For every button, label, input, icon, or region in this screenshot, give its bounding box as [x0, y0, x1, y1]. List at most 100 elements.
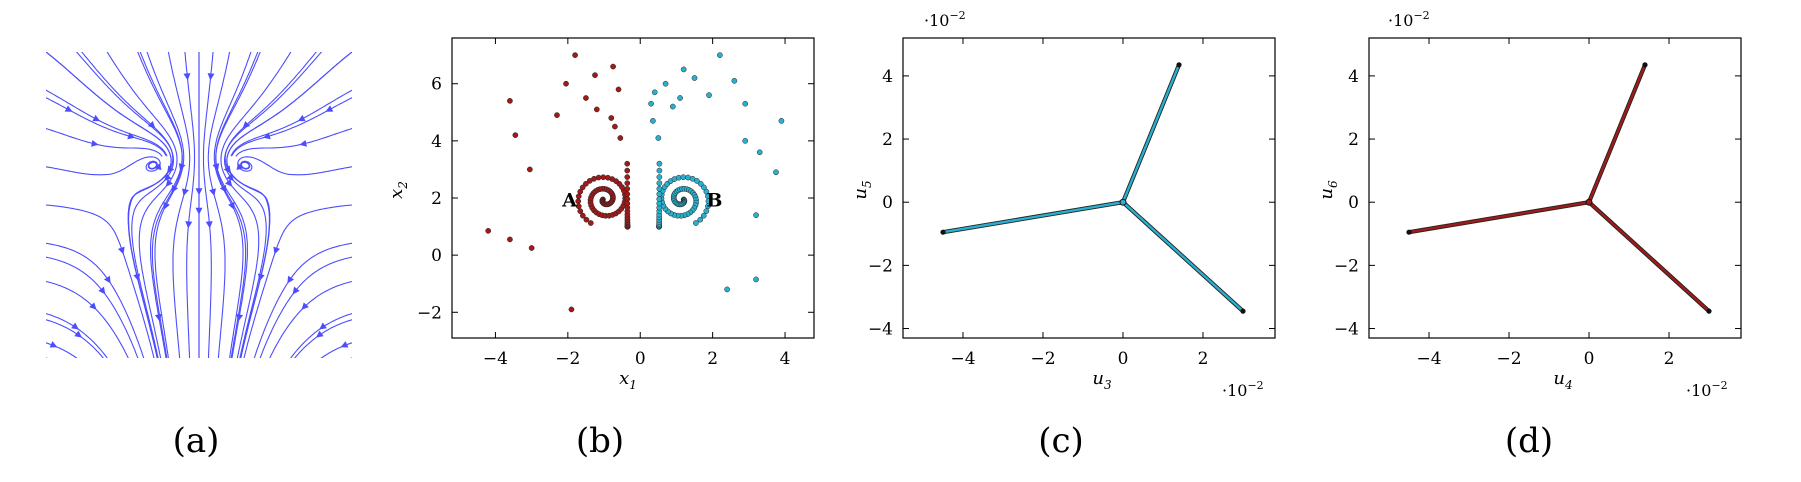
stream-arrow — [163, 201, 170, 210]
scatter-point — [773, 169, 779, 176]
y-tick-label-b: 0 — [431, 246, 442, 266]
streamline — [46, 89, 47, 91]
streamline — [351, 166, 352, 167]
stream-arrow — [98, 286, 106, 295]
caption-a: (a) — [173, 421, 220, 461]
stream-arrow — [207, 73, 215, 81]
stem-point — [656, 191, 663, 197]
streamline — [351, 89, 352, 91]
spiral-point — [583, 180, 589, 187]
streamline — [231, 281, 246, 358]
streamline — [237, 156, 352, 176]
scatter-point — [615, 86, 622, 93]
stem-point — [656, 185, 663, 192]
streamline — [128, 204, 158, 358]
stream-arrow — [287, 275, 295, 284]
spiral-point — [680, 174, 687, 181]
y-tick-label-c: 2 — [882, 130, 893, 150]
x-tick-label-c: 2 — [1198, 349, 1209, 369]
y-tick-label-d: 4 — [1348, 67, 1359, 87]
stream-arrow — [64, 105, 73, 112]
streamline — [243, 204, 352, 358]
scatter-point — [592, 72, 598, 78]
scatter-point — [742, 138, 749, 144]
plot-frame-d — [1368, 37, 1742, 339]
x-axis-label-c: u3 — [1092, 368, 1112, 392]
streamline — [106, 127, 167, 156]
scatter-point — [526, 166, 533, 173]
y-tick-label-b: −2 — [417, 303, 442, 323]
streamline — [46, 89, 168, 157]
streamline — [167, 52, 169, 53]
scatter-point — [583, 95, 589, 101]
stem-point — [624, 174, 631, 180]
x-tick-label-d: −4 — [1416, 349, 1441, 369]
x-tick-label-b: 0 — [635, 349, 646, 369]
streamline — [229, 357, 230, 358]
stream-arrow — [183, 73, 191, 81]
streamline — [46, 242, 47, 244]
streamline — [137, 52, 138, 53]
spiral-point — [697, 216, 704, 223]
branch-line — [1121, 201, 1245, 313]
streamline — [46, 204, 47, 205]
y-tick-label-b: 6 — [431, 75, 442, 95]
panel-a-streamplot — [46, 52, 352, 358]
branch-end — [1706, 308, 1712, 314]
x-axis-label-b: x1 — [619, 368, 637, 392]
stream-arrow — [236, 313, 244, 322]
streamline — [75, 52, 77, 53]
streamline — [46, 204, 155, 358]
scatter-point — [753, 212, 759, 218]
streamline — [76, 52, 175, 358]
plot-frame-b — [451, 37, 815, 339]
stem-point — [656, 174, 663, 180]
streamline — [351, 357, 352, 358]
streamline — [320, 357, 322, 358]
y-tick-label-c: −4 — [868, 320, 893, 340]
y-tick-label-b: 2 — [431, 189, 442, 209]
y-tick-label-d: 2 — [1348, 130, 1359, 150]
streamline — [290, 312, 352, 358]
scatter-point — [650, 118, 656, 124]
y-axis-label-c: u5 — [850, 180, 874, 199]
scatter-point — [753, 276, 759, 283]
streamline — [152, 281, 167, 358]
stream-arrow — [178, 163, 186, 171]
streamline — [351, 242, 352, 244]
stream-arrow — [49, 341, 58, 348]
streamline — [350, 357, 352, 358]
scatter-point — [563, 80, 569, 87]
scatter-point — [648, 100, 654, 107]
caption-c: (c) — [1038, 421, 1084, 461]
spiral-point — [703, 208, 710, 214]
streamline — [46, 156, 161, 176]
y-tick-label-c: −2 — [868, 256, 893, 276]
streamline — [46, 342, 77, 358]
stream-arrow — [325, 105, 334, 112]
streamline — [46, 319, 104, 358]
stem-point — [624, 167, 631, 174]
streamline — [235, 127, 352, 157]
scatter-point — [651, 89, 658, 96]
branch-end — [940, 229, 946, 235]
scatter-point — [507, 98, 513, 104]
streamline — [46, 357, 47, 358]
streamline — [220, 52, 292, 358]
annotation-A: A — [561, 189, 577, 211]
streamline — [139, 52, 183, 282]
stem-point — [624, 185, 631, 192]
stream-arrow — [319, 322, 327, 330]
stream-arrow — [225, 179, 233, 187]
branch-line — [1121, 63, 1181, 204]
streamline — [46, 319, 47, 320]
stream-arrow — [257, 273, 265, 282]
streamline — [167, 52, 191, 358]
spiral-point — [701, 184, 707, 191]
branch-line — [941, 201, 1125, 234]
streamline — [240, 204, 270, 358]
stem-point — [656, 196, 663, 202]
plot-frame-c — [902, 37, 1276, 339]
x-tick-label-b: 4 — [780, 349, 791, 369]
streamline — [223, 52, 322, 358]
